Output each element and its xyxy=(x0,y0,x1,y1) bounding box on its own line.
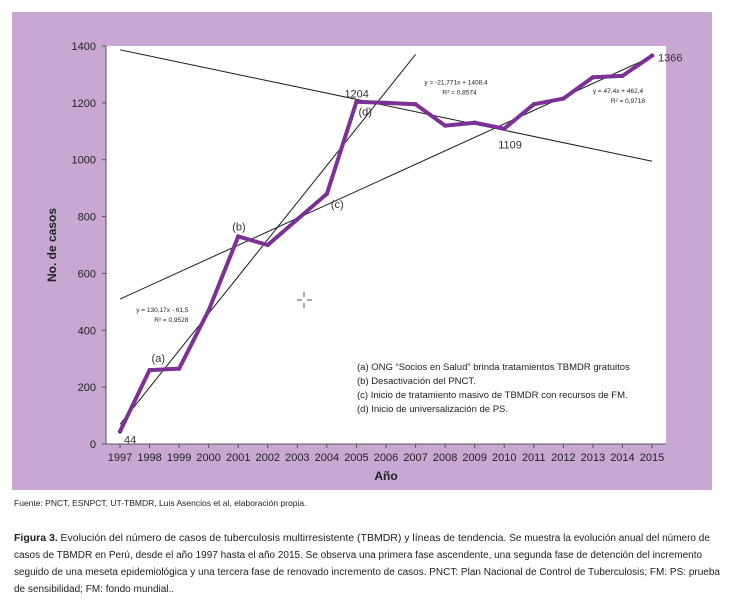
data-point xyxy=(620,73,625,79)
trend-equation-3: y = 47,4x + 462,4 xyxy=(593,88,644,95)
data-point xyxy=(442,123,448,128)
y-tick-label: 1200 xyxy=(72,98,96,110)
y-tick-label: 600 xyxy=(78,268,96,280)
legend-note-c: (c) Inicio de tratamiento masivo de TBMD… xyxy=(357,390,628,401)
caption-body: Se muestra la evolución anual del número… xyxy=(14,533,720,595)
data-point xyxy=(236,234,241,239)
data-point xyxy=(590,75,596,80)
y-tick-label: 1400 xyxy=(72,41,96,53)
trend-r2-2: R² = 0,8574 xyxy=(442,89,477,96)
x-tick-label: 2011 xyxy=(522,452,546,464)
trendlines: y = 130,17x - 61,5 R² = 0,9528 y = -21,771… xyxy=(119,49,653,425)
trend-r2-1: R² = 0,9528 xyxy=(154,317,189,324)
y-tick-label: 200 xyxy=(78,382,96,394)
event-annotation: (d) xyxy=(358,107,371,119)
x-tick-label: 2006 xyxy=(374,452,398,464)
x-tick-label: 2002 xyxy=(256,452,280,464)
x-tick-label: 2010 xyxy=(492,452,516,464)
figure-caption: Figura 3. Evolución del número de casos … xyxy=(14,530,722,598)
point-value-label: 1109 xyxy=(498,140,522,152)
x-axis-title: Año xyxy=(374,469,397,483)
data-point xyxy=(502,126,507,131)
event-annotation: (a) xyxy=(152,353,165,365)
x-tick-label: 2004 xyxy=(315,452,339,464)
data-point xyxy=(206,308,211,313)
data-point xyxy=(531,102,536,107)
trendline-2 xyxy=(119,49,653,162)
x-tick-label: 2005 xyxy=(344,452,368,464)
data-point xyxy=(561,96,566,101)
event-annotation: (b) xyxy=(232,221,245,233)
data-point xyxy=(324,191,330,197)
x-tick-label: 2003 xyxy=(285,452,309,464)
x-tick-label: 2000 xyxy=(196,452,220,464)
data-point xyxy=(295,217,300,222)
data-point xyxy=(649,53,655,58)
source-note: Fuente: PNCT, ESNPCT, UT-TBMDR, Luis Ase… xyxy=(14,498,307,508)
data-point xyxy=(265,242,270,248)
caption-label: Figura 3. xyxy=(14,532,58,544)
x-tick-label: 1998 xyxy=(137,452,161,464)
x-tick-label: 2008 xyxy=(433,452,457,464)
x-tick-label: 1999 xyxy=(167,452,191,464)
x-tick-label: 1997 xyxy=(108,452,132,464)
x-tick-label: 2009 xyxy=(462,452,486,464)
y-tick-label: 400 xyxy=(78,325,96,337)
data-point xyxy=(176,366,182,371)
data-point xyxy=(147,367,152,373)
x-tick-label: 2007 xyxy=(403,452,427,464)
trend-equation-2: y = -21,771x + 1408,4 xyxy=(424,79,488,86)
axes: 0 200 400 600 800 1000 1200 1400 1997 1998 1999 200… xyxy=(72,41,666,464)
y-tick-label: 800 xyxy=(78,212,96,224)
event-annotation: (c) xyxy=(331,199,344,211)
point-value-label: 1366 xyxy=(658,53,682,65)
series-layer xyxy=(117,53,655,434)
data-point xyxy=(383,100,389,106)
y-tick-label: 1000 xyxy=(72,155,96,167)
point-value-label: 1204 xyxy=(344,89,368,101)
data-labels: 44 1204 1109 1366 (a) (b) (c) (d) xyxy=(124,53,682,447)
plot-area xyxy=(106,46,666,444)
x-tick-label: 2013 xyxy=(581,452,605,464)
legend-note-b: (b) Desactivación del PNCT. xyxy=(357,376,476,387)
annotation-legend: (a) ONG “Socios en Salud” brinda tratami… xyxy=(357,362,630,415)
data-point xyxy=(472,120,477,125)
legend-note-a: (a) ONG “Socios en Salud” brinda tratami… xyxy=(357,362,630,373)
trendline-1 xyxy=(119,54,416,425)
y-axis-title: No. de casos xyxy=(45,208,59,282)
trend-equation-1: y = 130,17x - 61,5 xyxy=(136,307,189,314)
legend-note-d: (d) Inicio de universalización de PS. xyxy=(357,404,508,415)
data-point xyxy=(413,102,418,107)
x-tick-label: 2012 xyxy=(551,452,575,464)
point-value-label: 44 xyxy=(124,434,136,446)
caption-title: Evolución del número de casos de tubercu… xyxy=(60,532,507,544)
x-tick-label: 2001 xyxy=(226,452,250,464)
line-chart: y = 130,17x - 61,5 R² = 0,9528 y = -21,771… xyxy=(45,41,682,483)
x-tick-label: 2014 xyxy=(610,452,634,464)
x-tick-label: 2015 xyxy=(640,452,664,464)
figure-panel: y = 130,17x - 61,5 R² = 0,9528 y = -21,771… xyxy=(12,12,712,490)
cursor-crosshair-icon xyxy=(297,292,312,308)
y-tick-label: 0 xyxy=(90,439,96,451)
trend-r2-3: R² = 0,9718 xyxy=(611,98,646,105)
data-point xyxy=(117,429,123,434)
data-point xyxy=(354,99,359,104)
